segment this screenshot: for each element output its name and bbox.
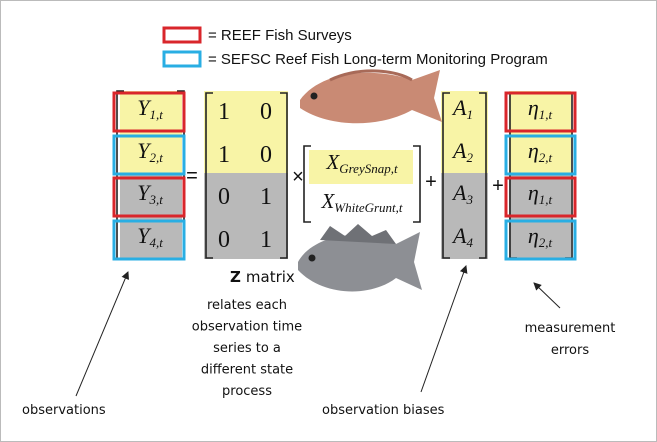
error-entry: η2,t bbox=[528, 223, 553, 250]
z-entry: 0 bbox=[218, 184, 230, 210]
subscript: 1,t bbox=[539, 192, 553, 207]
symbol: A bbox=[451, 95, 467, 120]
biases-label: observation biases bbox=[322, 403, 445, 418]
subscript: GreySnap,t bbox=[339, 161, 398, 176]
plus: + bbox=[492, 175, 504, 197]
symbol: Y bbox=[137, 138, 152, 163]
observation-entry: Y3,t bbox=[137, 180, 163, 207]
survey-box bbox=[504, 176, 577, 218]
subscript: 1,t bbox=[149, 107, 163, 122]
bias-entry: A3 bbox=[451, 180, 473, 207]
error-entry: η1,t bbox=[528, 180, 553, 207]
error-entry: η2,t bbox=[528, 138, 553, 165]
symbol: A bbox=[451, 223, 467, 248]
z-entry: 0 bbox=[260, 99, 272, 125]
bias-entry: A1 bbox=[451, 95, 473, 122]
z-entry: 1 bbox=[218, 142, 230, 168]
observations-label: observations bbox=[22, 403, 106, 418]
subscript: 2,t bbox=[149, 150, 163, 165]
subscript: 2,t bbox=[539, 235, 553, 250]
legend-label: = REEF Fish Surveys bbox=[208, 27, 352, 44]
diagram: = REEF Fish Surveys = SEFSC Reef Fish Lon… bbox=[22, 26, 616, 418]
subscript: WhiteGrunt,t bbox=[334, 200, 403, 215]
subscript: 4,t bbox=[149, 235, 163, 250]
bracket-left bbox=[205, 92, 213, 259]
highlight-yellow bbox=[204, 91, 288, 173]
subscript: 1 bbox=[466, 107, 473, 122]
highlight-gray bbox=[204, 173, 288, 259]
symbol: Y bbox=[137, 223, 152, 248]
fish-grey-snapper bbox=[300, 69, 442, 124]
symbol: Y bbox=[137, 180, 152, 205]
arrow bbox=[533, 282, 561, 309]
z-matrix-description: observation time bbox=[192, 320, 302, 335]
legend-swatch bbox=[162, 26, 202, 44]
observation-entry: Y2,t bbox=[137, 138, 163, 165]
errors-label: measurement bbox=[525, 321, 616, 336]
arrow bbox=[420, 265, 468, 393]
z-entry: 1 bbox=[260, 184, 272, 210]
state-entry: XWhiteGrunt,t bbox=[320, 189, 402, 215]
survey-box bbox=[504, 91, 577, 133]
times: × bbox=[292, 166, 304, 188]
highlight-yellow bbox=[441, 91, 488, 173]
observation-entry: Y1,t bbox=[137, 95, 163, 122]
bracket-right bbox=[413, 145, 421, 223]
survey-box bbox=[112, 176, 186, 218]
z-entry: 0 bbox=[260, 142, 272, 168]
z-entry: 0 bbox=[218, 227, 230, 253]
subscript: 1,t bbox=[539, 107, 553, 122]
fish-white-grunt bbox=[298, 224, 422, 292]
state-entry: XGreySnap,t bbox=[325, 150, 398, 176]
highlight-gray bbox=[441, 173, 488, 259]
z-matrix-description: relates each bbox=[207, 298, 287, 313]
symbol: η bbox=[528, 95, 539, 120]
survey-box bbox=[112, 219, 186, 261]
legend-swatch bbox=[162, 50, 202, 68]
bracket-left bbox=[442, 92, 450, 259]
z-matrix-description: different state bbox=[201, 363, 293, 378]
survey-box bbox=[112, 134, 186, 176]
symbol: η bbox=[528, 223, 539, 248]
plus: + bbox=[425, 171, 437, 193]
subscript: 4 bbox=[466, 235, 473, 250]
survey-box bbox=[112, 91, 186, 133]
symbol: A bbox=[451, 138, 467, 163]
subscript: 3,t bbox=[148, 192, 163, 207]
bracket-right bbox=[479, 92, 487, 259]
bias-entry: A4 bbox=[451, 223, 473, 250]
z-matrix-description: series to a bbox=[213, 341, 281, 356]
highlight-yellow bbox=[309, 150, 413, 184]
symbol: X bbox=[325, 150, 340, 174]
equals: = bbox=[186, 165, 198, 187]
errors-label: errors bbox=[551, 343, 589, 358]
subscript: 3 bbox=[465, 192, 473, 207]
survey-box bbox=[504, 134, 577, 176]
z-rest: matrix bbox=[246, 268, 295, 286]
symbol: η bbox=[528, 180, 539, 205]
survey-box bbox=[504, 219, 577, 261]
symbol: η bbox=[528, 138, 539, 163]
symbol: Y bbox=[137, 95, 152, 120]
bias-entry: A2 bbox=[451, 138, 473, 165]
error-entry: η1,t bbox=[528, 95, 553, 122]
bracket-right bbox=[280, 92, 288, 259]
z-bold: Z bbox=[230, 268, 241, 286]
subscript: 2,t bbox=[539, 150, 553, 165]
bracket-left bbox=[303, 145, 311, 223]
subscript: 2 bbox=[466, 150, 473, 165]
legend-label: = SEFSC Reef Fish Long-term Monitoring P… bbox=[208, 51, 548, 68]
z-matrix-description: process bbox=[222, 384, 272, 399]
z-entry: 1 bbox=[218, 99, 230, 125]
symbol: X bbox=[320, 189, 335, 213]
arrow bbox=[75, 271, 129, 397]
observation-entry: Y4,t bbox=[137, 223, 163, 250]
z-entry: 1 bbox=[260, 227, 272, 253]
symbol: A bbox=[451, 180, 467, 205]
